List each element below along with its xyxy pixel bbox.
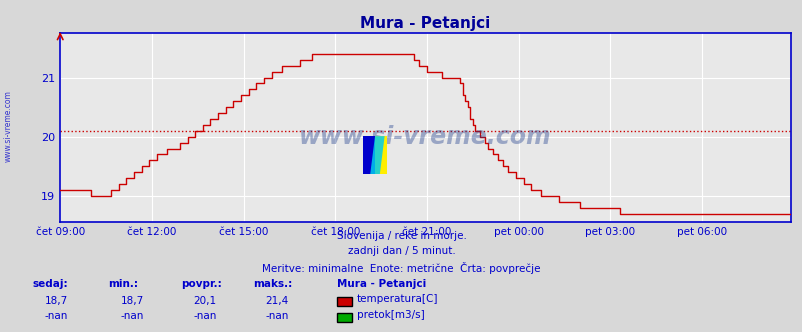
Polygon shape bbox=[370, 136, 384, 174]
Text: 20,1: 20,1 bbox=[193, 296, 216, 306]
FancyBboxPatch shape bbox=[337, 297, 351, 306]
Text: min.:: min.: bbox=[108, 279, 138, 289]
Text: www.si-vreme.com: www.si-vreme.com bbox=[299, 125, 551, 149]
Text: -nan: -nan bbox=[192, 311, 217, 321]
Text: maks.:: maks.: bbox=[253, 279, 292, 289]
Text: Mura - Petanjci: Mura - Petanjci bbox=[337, 279, 426, 289]
Text: -nan: -nan bbox=[44, 311, 68, 321]
Polygon shape bbox=[375, 136, 387, 174]
FancyBboxPatch shape bbox=[337, 313, 351, 322]
Text: povpr.:: povpr.: bbox=[180, 279, 221, 289]
Text: pretok[m3/s]: pretok[m3/s] bbox=[356, 310, 423, 320]
Text: Meritve: minimalne  Enote: metrične  Črta: povprečje: Meritve: minimalne Enote: metrične Črta:… bbox=[262, 262, 540, 274]
Text: Slovenija / reke in morje.: Slovenija / reke in morje. bbox=[336, 231, 466, 241]
Text: www.si-vreme.com: www.si-vreme.com bbox=[4, 90, 13, 162]
Text: -nan: -nan bbox=[120, 311, 144, 321]
Text: -nan: -nan bbox=[265, 311, 289, 321]
Title: Mura - Petanjci: Mura - Petanjci bbox=[360, 16, 490, 31]
Text: sedaj:: sedaj: bbox=[32, 279, 67, 289]
Text: temperatura[C]: temperatura[C] bbox=[356, 294, 437, 304]
Text: 21,4: 21,4 bbox=[265, 296, 288, 306]
Text: zadnji dan / 5 minut.: zadnji dan / 5 minut. bbox=[347, 246, 455, 256]
Polygon shape bbox=[363, 136, 375, 174]
Text: 18,7: 18,7 bbox=[45, 296, 67, 306]
Text: 18,7: 18,7 bbox=[121, 296, 144, 306]
